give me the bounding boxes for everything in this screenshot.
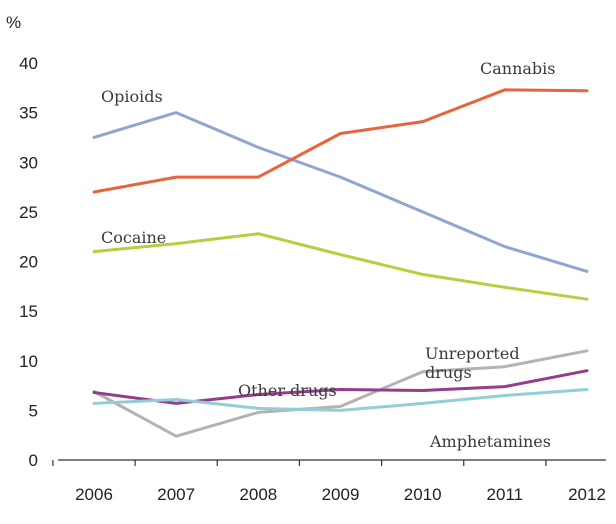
y-tick-label: 10 [19,352,38,371]
series-line-opioids [92,111,589,273]
series-label-amphetamines: Amphetamines [429,432,551,451]
x-tick-label: 2009 [322,485,360,504]
series-label-cannabis: Cannabis [480,59,556,78]
series-label-unreported-drugs: Unreported [425,344,520,363]
y-tick-label: 5 [29,401,38,420]
series-line-unreported-drugs [92,349,589,438]
y-tick-label: 35 [19,104,38,123]
series-label-other-drugs: Other drugs [238,381,337,400]
y-tick-label: 20 [19,253,38,272]
x-tick-label: 2008 [239,485,277,504]
y-axis-ticks: 0 5 10 15 20 25 30 35 40 [19,54,38,470]
y-tick-label: 0 [29,451,38,470]
x-tick-label: 2010 [404,485,442,504]
series-line-cannabis [92,88,589,194]
series-label-cocaine: Cocaine [101,228,166,247]
x-tick-label: 2007 [157,485,195,504]
y-tick-label: 25 [19,203,38,222]
series-label-opioids: Opioids [101,87,163,106]
y-tick-label: 15 [19,302,38,321]
series-label-unreported-drugs: drugs [425,363,472,382]
y-tick-label: 40 [19,54,38,73]
series-line-amphetamines [92,388,589,412]
y-axis-unit: % [6,13,21,32]
x-tick-label: 2006 [75,485,113,504]
series-lines [92,88,589,438]
x-tick-label: 2012 [568,485,606,504]
x-axis-ticks: 2006 2007 2008 2009 2010 2011 2012 [52,460,606,504]
y-tick-label: 30 [19,153,38,172]
series-line-other-drugs [92,369,589,405]
x-tick-label: 2011 [487,485,524,504]
series-line-cocaine [92,232,589,301]
